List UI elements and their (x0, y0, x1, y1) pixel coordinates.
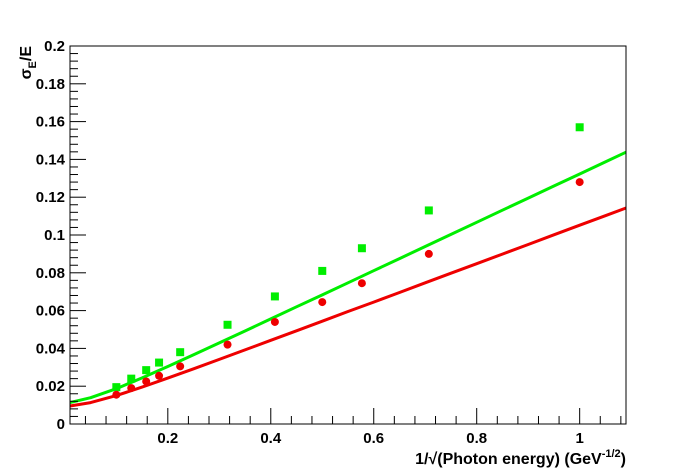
y-axis-title-suffix: /E (18, 46, 35, 61)
y-tick-label: 0.08 (36, 265, 65, 282)
y-tick-label: 0.18 (36, 76, 65, 93)
data-point-series-0 (155, 358, 164, 367)
y-tick-label: 0.04 (36, 340, 66, 357)
data-point-series-0 (424, 206, 433, 215)
y-tick-label: 0.16 (36, 114, 65, 131)
y-tick-label: 0 (57, 416, 65, 433)
y-tick-label: 0.12 (36, 189, 65, 206)
data-point-series-1 (575, 178, 584, 187)
y-axis-title-base: σ (18, 68, 35, 79)
x-axis-title: 1/√(Photon energy) (GeV-1/2) (415, 448, 626, 468)
data-point-series-0 (318, 266, 327, 275)
data-point-series-0 (112, 383, 121, 392)
data-point-series-1 (142, 377, 151, 386)
y-tick-label: 0.1 (44, 227, 65, 244)
fit-line-series-1 (69, 206, 627, 408)
y-axis-title: σE/E (18, 46, 39, 80)
data-point-series-1 (176, 362, 185, 371)
x-axis-title-suffix: ) (621, 451, 626, 468)
data-point-series-1 (223, 340, 232, 349)
x-axis-title-prefix: 1/√(Photon energy) (GeV (415, 451, 602, 468)
fit-line-series-0 (69, 150, 627, 405)
data-point-series-0 (575, 123, 584, 132)
y-tick-label: 0.02 (36, 378, 65, 395)
x-tick-label: 1 (575, 430, 583, 447)
data-point-series-0 (270, 292, 279, 301)
data-point-series-1 (318, 298, 327, 307)
plot-area (69, 123, 627, 408)
data-point-series-0 (142, 366, 151, 375)
x-axis-title-superscript: -1/2 (602, 448, 621, 460)
data-point-series-1 (127, 384, 136, 393)
y-tick-label: 0.14 (36, 151, 66, 168)
x-tick-label: 0.2 (157, 430, 178, 447)
data-point-series-0 (223, 320, 232, 329)
y-axis-title-subscript: E (27, 61, 39, 68)
data-point-series-1 (424, 249, 433, 258)
data-point-series-0 (357, 244, 366, 253)
x-tick-label: 0.6 (363, 430, 384, 447)
data-point-series-0 (127, 374, 136, 383)
x-tick-label: 0.8 (466, 430, 487, 447)
data-point-series-1 (112, 390, 121, 399)
axis-ticks: 0 0.02 0.04 0.06 0.08 0.1 0.12 0.14 0.16 0.18 0.2 0… (36, 38, 622, 447)
x-tick-label: 0.4 (260, 430, 282, 447)
y-tick-label: 0.06 (36, 303, 65, 320)
data-point-series-0 (176, 348, 185, 357)
data-point-series-1 (357, 279, 366, 288)
y-tick-label: 0.2 (44, 38, 65, 55)
data-point-series-1 (270, 317, 279, 326)
data-point-series-1 (155, 371, 164, 380)
